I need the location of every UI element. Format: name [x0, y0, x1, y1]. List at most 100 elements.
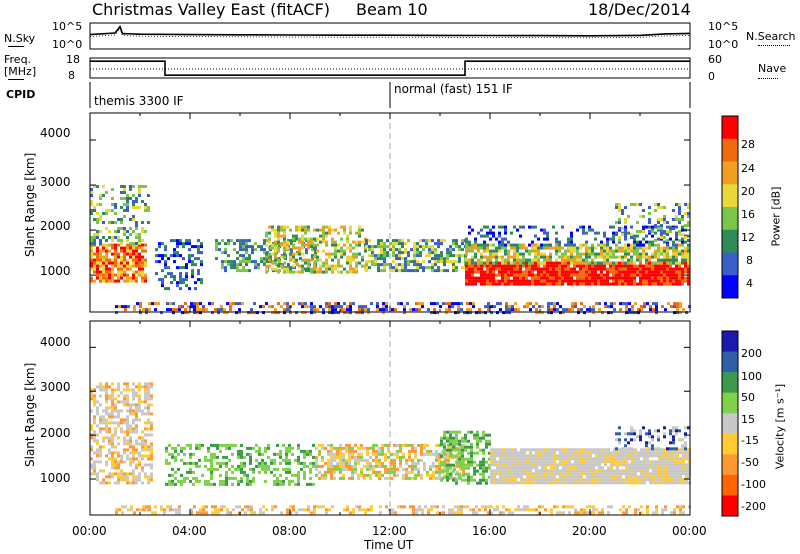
power-echo-evening-cell [471, 261, 474, 265]
velocity-echo-morning-cell [144, 385, 147, 389]
velocity-echo-late-cell [645, 444, 648, 448]
velocity-echo-mid-cell [288, 443, 291, 447]
power-echo-evening-edge-cell [486, 234, 489, 238]
velocity-echo-evening-cell [505, 460, 508, 464]
power-echo-evening-edge-cell [657, 237, 660, 241]
velocity-echo-mid-cell [303, 470, 306, 474]
power-echo-afternoon-cell [392, 254, 395, 258]
velocity-echo-late-cell [651, 435, 654, 439]
velocity-echo-evening-cell [679, 481, 682, 485]
power-echo-evening-core-cell [636, 267, 639, 271]
power-echo-evening-core-cell [687, 270, 690, 274]
power-cb-tick-16: 16 [741, 208, 755, 221]
power-echo-afternoon-cell [434, 248, 437, 252]
velocity-echo-afternoon-cell [405, 470, 408, 474]
power-echo-evening-cell [468, 249, 471, 253]
power-echo-evening-cell [489, 255, 492, 259]
power-echo-evening-core-cell [606, 279, 609, 283]
power-echo-late-cell [624, 233, 627, 236]
velocity-echo-evening-cell [586, 457, 589, 461]
velocity-echo-mid-cell [171, 482, 174, 486]
power-echo-evening-core-cell [471, 276, 474, 280]
velocity-echo-morning-cell [111, 436, 114, 440]
power-echo-afternoon-cell [368, 245, 371, 249]
velocity-echo-afternoon-cell [360, 455, 363, 459]
velocity-echo-afternoon-cell [327, 452, 330, 456]
power-echo-morning-cell [96, 273, 99, 277]
velocity-echo-evening-cell [520, 463, 523, 467]
velocity-echo-evening-cell [514, 454, 517, 458]
velocity-echo-evening-cell [607, 460, 610, 464]
velocity-echo-transition-cell [461, 439, 464, 443]
power-echo-evening-cell [510, 243, 513, 247]
power-echo-evening-core-cell [489, 264, 492, 268]
power-echo-ground-cell [139, 311, 142, 315]
velocity-echo-evening-cell [499, 478, 502, 482]
velocity-echo-late-cell [639, 432, 642, 436]
velocity-echo-transition-cell [455, 478, 458, 482]
power-echo-mid-cell [251, 251, 254, 255]
velocity-echo-morning-cell [96, 451, 99, 455]
velocity-echo-evening-cell [664, 478, 667, 482]
velocity-echo-morning-cell [111, 451, 114, 455]
power-echo-evening-core-cell [534, 264, 537, 268]
power-echo-morning-cell [126, 267, 129, 271]
velocity-echo-mid-cell [273, 473, 276, 477]
power-echo-evening-cell [543, 243, 546, 247]
power-echo-evening-cell [486, 255, 489, 259]
nsky-tick-bottom: 10^0 [52, 38, 83, 51]
power-echo-ground-cell [634, 311, 637, 315]
power-echo-morning-high-cell [141, 227, 144, 230]
velocity-echo-evening-cell [646, 451, 649, 455]
velocity-echo-morning-cell [105, 454, 108, 458]
velocity-echo-morning-cell [117, 394, 120, 398]
velocity-echo-transition-cell [440, 454, 443, 458]
power-echo-dawn-cell [167, 287, 170, 291]
velocity-echo-evening-cell [631, 457, 634, 461]
power-echo-evening [465, 243, 690, 265]
velocity-echo-evening-cell [535, 472, 538, 476]
velocity-echo-afternoon-cell [417, 461, 420, 465]
power-echo-evening-core-cell [597, 273, 600, 277]
velocity-echo-afternoon-cell [393, 464, 396, 468]
velocity-echo-mid-cell [249, 458, 252, 462]
velocity-echo-morning-cell [144, 472, 147, 476]
power-echo-evening-core-cell [588, 273, 591, 277]
velocity-echo-morning-cell [117, 442, 120, 446]
velocity-echo-morning-cell [129, 439, 132, 443]
power-echo-evening-cell [474, 252, 477, 256]
velocity-echo-evening-cell [568, 454, 571, 458]
power-echo-evening-edge-cell [612, 231, 615, 235]
velocity-echo-afternoon-cell [357, 452, 360, 456]
power-echo-afternoon-cell [407, 239, 410, 243]
velocity-echo-transition-cell [482, 457, 485, 461]
velocity-echo-late-cell [663, 426, 666, 430]
power-echo-noon-cell [295, 261, 298, 265]
power-echo-noon-cell [349, 225, 352, 229]
velocity-echo-evening-cell [634, 478, 637, 482]
velocity-echo-mid-cell [300, 467, 303, 471]
power-echo-ground-cell [556, 308, 559, 312]
power-echo-noon-cell [358, 234, 361, 238]
power-echo-evening-cell [501, 261, 504, 265]
power-echo-noon-cell [283, 267, 286, 271]
power-echo-evening-cell [573, 246, 576, 250]
power-echo-afternoon-cell [416, 251, 419, 255]
velocity-echo-evening-cell [685, 478, 688, 482]
power-echo-evening-core-cell [567, 282, 570, 286]
velocity-echo-ground-cell [211, 505, 214, 509]
power-echo-evening-cell [573, 261, 576, 265]
power-echo-evening-core-cell [507, 264, 510, 268]
power-echo-evening-cell [480, 252, 483, 256]
velocity-echo-afternoon-cell [426, 452, 429, 456]
power-echo-evening-cell [612, 249, 615, 253]
power-echo-morning-cell [99, 249, 102, 253]
velocity-echo-afternoon-cell [414, 473, 417, 477]
power-echo-evening-cell [579, 243, 582, 247]
power-echo-ground-cell [547, 302, 550, 306]
power-echo-evening-cell [558, 246, 561, 250]
power-echo-evening-edge-cell [543, 231, 546, 235]
velocity-echo-morning-cell [126, 397, 129, 401]
power-echo-morning-cell [105, 276, 108, 280]
power-echo-afternoon-cell [452, 239, 455, 243]
